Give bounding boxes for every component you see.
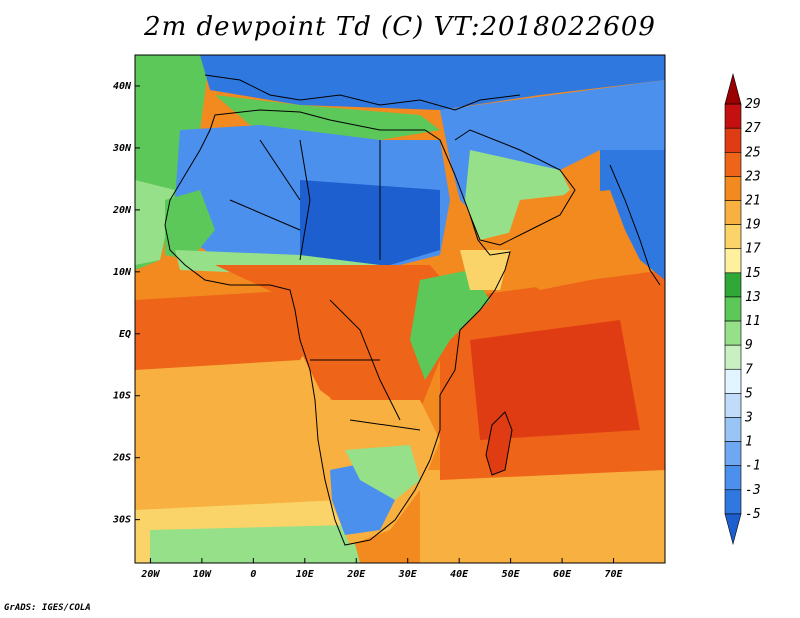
x-tick-label: 10E: [296, 569, 315, 580]
colorbar-label: 25: [745, 145, 761, 160]
colorbar-swatch: [724, 393, 742, 418]
y-tick-label: 10N: [113, 267, 132, 278]
west-africa-green: [165, 190, 215, 260]
colorbar-label: 21: [745, 194, 761, 209]
colorbar-swatch: [724, 152, 742, 177]
y-tick-label: 10S: [113, 391, 131, 402]
colorbar-bottom-triangle: [724, 513, 742, 546]
colorbar-label: 23: [745, 169, 761, 184]
india-blue: [600, 150, 665, 280]
colorbar-label: 13: [745, 290, 761, 305]
mediterranean-green: [215, 95, 440, 140]
y-tick-label: EQ: [119, 329, 131, 340]
x-tick-label: 30E: [398, 569, 418, 580]
india-coastline: [609, 164, 661, 286]
y-tick-label: 40N: [113, 81, 132, 92]
colorbar-label: 19: [745, 218, 761, 233]
east-africa-green: [410, 270, 490, 380]
colorbar-swatch: [724, 320, 742, 346]
colorbar-label: 9: [745, 338, 753, 353]
x-tick-label: 20E: [346, 569, 366, 580]
colorbar-label: 1: [745, 435, 753, 450]
arabia-coastline: [454, 129, 576, 246]
plot-border: [134, 54, 666, 564]
colorbar-swatch: [724, 248, 742, 274]
arabia-green: [465, 150, 570, 240]
y-tick-label: 30S: [112, 515, 131, 526]
colorbar-label: -5: [745, 507, 761, 522]
grads-credit: GrADS: IGES/COLA: [4, 603, 91, 613]
indian-ocean-core: [470, 320, 640, 440]
y-tick-label: 20N: [112, 205, 132, 216]
colorbar-label: 17: [745, 242, 761, 257]
colorbar-swatch: [724, 200, 742, 225]
x-tick-label: 40E: [450, 569, 469, 580]
colorbar-top-triangle: [724, 72, 742, 105]
south-indian-band: [420, 470, 665, 563]
sahara-dark: [300, 180, 440, 268]
x-tick-label: 0: [250, 569, 256, 580]
colorbar-swatch: [724, 272, 742, 298]
central-africa-red: [215, 265, 460, 420]
colorbar-label: 11: [745, 314, 761, 329]
x-tick-label: 70E: [605, 569, 624, 580]
colorbar-swatch: [724, 344, 742, 370]
europe-blue: [200, 55, 665, 110]
coastlines: [164, 74, 661, 546]
europe-coastline: [204, 74, 521, 111]
colorbar-swatch: [724, 296, 742, 322]
x-tick-label: 60E: [553, 569, 572, 580]
map-plot-area: [135, 55, 665, 563]
colorbar-swatch: [724, 103, 742, 129]
colorbar-label: 27: [745, 121, 761, 136]
colorbar-swatch: [724, 176, 742, 201]
y-tick-label: 20S: [112, 453, 131, 464]
colorbar-label: 15: [745, 266, 761, 281]
south-africa-green: [345, 445, 420, 500]
x-tick-label: 50E: [502, 569, 521, 580]
map-title: 2m dewpoint Td (C) VT:2018022609: [144, 12, 656, 42]
gulf-of-guinea-red: [135, 290, 320, 370]
colorbar-label: 5: [745, 386, 753, 401]
madagascar-coastline: [485, 411, 513, 476]
africa-coastline: [164, 109, 511, 546]
colorbar-label: 29: [745, 97, 761, 112]
x-tick-label: 20W: [140, 569, 160, 580]
colorbar-swatch: [724, 127, 742, 153]
colorbar-label: -1: [745, 459, 761, 474]
colorbar-swatch: [724, 368, 742, 394]
madagascar: [486, 412, 512, 475]
colorbar-label: -3: [745, 483, 761, 498]
southern-ocean-green-2: [150, 525, 360, 563]
horn-green: [460, 250, 510, 290]
colorbar-swatch: [724, 489, 742, 515]
colorbar-swatch: [724, 465, 742, 491]
x-axis: 20W 10W 0 10E 20E 30E 40E 50E 60E 70E: [140, 558, 624, 580]
colorbar-swatch: [724, 224, 742, 250]
y-axis: 40N 30N 20N 10N EQ 10S 20S 30S: [112, 81, 140, 526]
colorbar-label: 3: [744, 410, 753, 425]
arabian-sea: [500, 190, 640, 290]
y-tick-label: 30N: [112, 143, 132, 154]
internal-border-2: [310, 299, 421, 431]
colorbar-label: 7: [745, 362, 753, 377]
internal-border-1: [229, 139, 381, 261]
x-tick-label: 10W: [193, 569, 212, 580]
colorbar-swatch: [724, 441, 742, 466]
colorbar-swatch: [724, 417, 742, 442]
